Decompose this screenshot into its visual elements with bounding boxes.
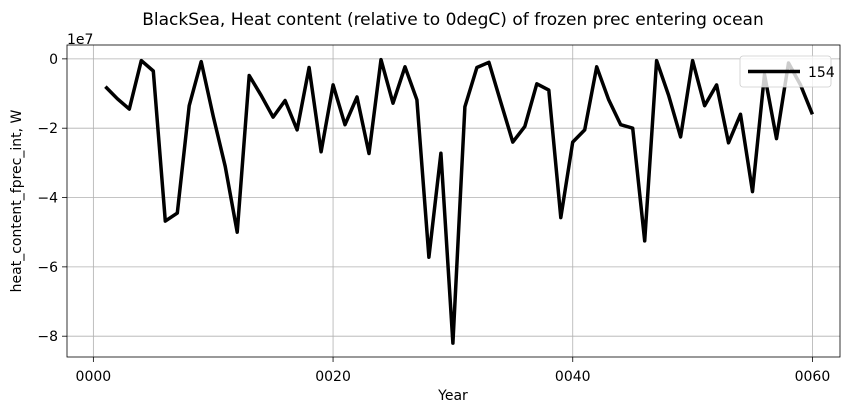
y-tick-label: −2 — [37, 121, 58, 137]
chart-title: BlackSea, Heat content (relative to 0deg… — [142, 10, 764, 30]
y-offset-label: 1e7 — [67, 32, 93, 48]
x-axis-label: Year — [437, 388, 468, 404]
y-tick-label: −6 — [37, 260, 58, 276]
axis-ticks: 0000 0020 0040 0060 0 −2 −4 −6 −8 — [37, 52, 830, 385]
y-tick-label: −8 — [37, 329, 58, 345]
x-tick-label: 0000 — [76, 369, 112, 385]
series-layer — [104, 57, 815, 345]
y-tick-label: 0 — [49, 52, 58, 68]
x-tick-label: 0040 — [555, 369, 591, 385]
legend-label: 154 — [808, 65, 835, 81]
axes-frame — [66, 44, 841, 358]
y-tick-label: −4 — [37, 191, 58, 207]
legend: 154 — [739, 55, 835, 88]
y-axis-label: heat_content_fprec_int, W — [9, 109, 25, 292]
series-line — [104, 57, 815, 345]
x-tick-label: 0020 — [315, 369, 351, 385]
x-tick-label: 0060 — [795, 369, 831, 385]
